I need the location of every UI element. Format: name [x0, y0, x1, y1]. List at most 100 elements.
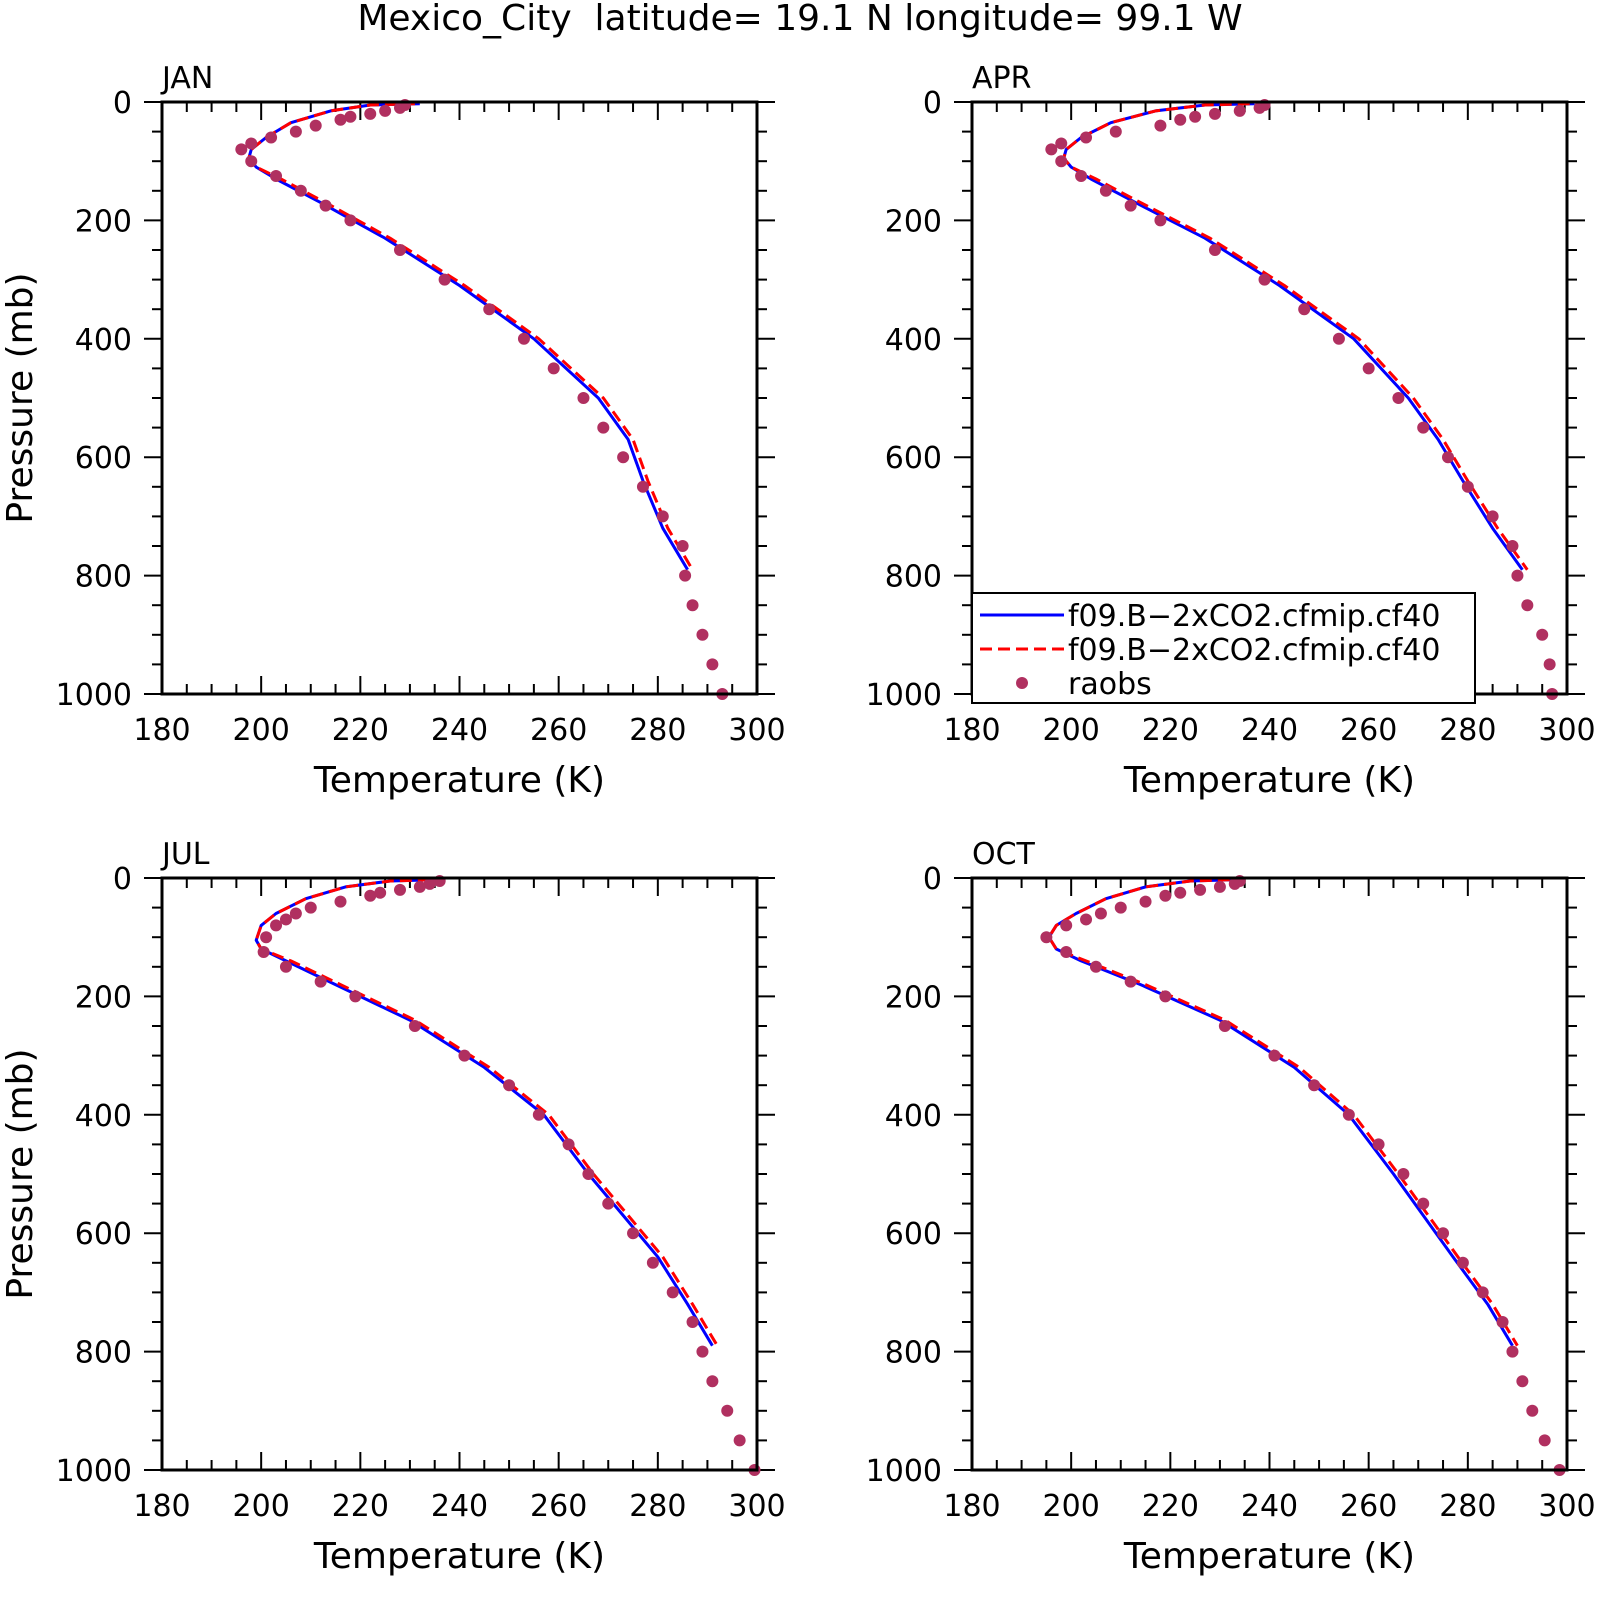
y-axis-label: Pressure (mb): [0, 1048, 41, 1299]
raobs-point: [1476, 1286, 1489, 1299]
raobs-point: [1124, 199, 1137, 212]
raobs-point: [577, 392, 590, 404]
plot-frame: [160, 876, 759, 1472]
x-tick-label: 240: [1241, 713, 1298, 748]
panel-label: JAN: [160, 61, 213, 96]
x-tick-label: 280: [629, 1489, 686, 1524]
raobs-point: [334, 895, 347, 908]
raobs-point: [1308, 1079, 1321, 1092]
raobs-point: [394, 244, 406, 256]
raobs-point: [1268, 1049, 1281, 1062]
raobs-point: [1114, 901, 1127, 914]
raobs-point: [270, 919, 283, 932]
raobs-point: [1213, 880, 1226, 893]
x-tick-label: 280: [1439, 1489, 1496, 1524]
raobs-point: [1174, 886, 1187, 899]
raobs-points: [257, 874, 761, 1476]
raobs-point: [676, 540, 689, 552]
raobs-point: [289, 907, 302, 920]
raobs-point: [636, 480, 649, 493]
raobs-point: [334, 113, 347, 126]
panels: JAN 180 200 220 240 260 280 300 0 200 400 600 800 100…: [0, 61, 1596, 1577]
x-tick-label: 260: [530, 1489, 587, 1524]
raobs-point: [1521, 599, 1534, 612]
raobs-point: [1442, 451, 1454, 464]
raobs-point: [1506, 540, 1519, 552]
raobs-point: [1456, 1256, 1469, 1269]
x-tick-label: 300: [1538, 713, 1595, 748]
raobs-point: [1543, 658, 1556, 671]
raobs-point: [1538, 1434, 1551, 1447]
raobs-points: [235, 98, 729, 700]
raobs-point: [289, 125, 302, 138]
raobs-point: [1218, 1020, 1231, 1032]
figure-title: Mexico_City latitude= 19.1 N longitude= …: [357, 0, 1242, 39]
raobs-point: [733, 1434, 746, 1447]
raobs-point: [696, 1345, 709, 1358]
raobs-point: [344, 110, 357, 123]
model-line-solid: [1047, 878, 1514, 1347]
raobs-point: [646, 1256, 659, 1269]
y-tick-label: 600: [885, 441, 942, 476]
x-axis-label: Temperature (K): [313, 760, 605, 801]
raobs-point: [706, 658, 719, 671]
raobs-point: [1461, 480, 1474, 493]
legend-label: f09.B−2xCO2.cfmip.cf40: [1068, 599, 1440, 634]
y-tick-label: 800: [885, 560, 942, 595]
raobs-point: [379, 104, 392, 117]
raobs-point: [1089, 960, 1102, 973]
raobs-point: [1055, 137, 1068, 150]
panel-label: OCT: [972, 837, 1036, 872]
raobs-point: [423, 877, 436, 890]
raobs-point: [627, 1227, 640, 1240]
raobs-point: [1253, 101, 1266, 114]
raobs-point: [1486, 510, 1499, 523]
raobs-point: [1194, 883, 1207, 896]
raobs-point: [1045, 143, 1058, 156]
raobs-point: [1080, 131, 1093, 144]
x-axis-label: Temperature (K): [1123, 760, 1415, 801]
raobs-point: [547, 362, 560, 375]
raobs-point: [1417, 1197, 1430, 1210]
raobs-point: [1417, 421, 1430, 434]
y-tick-label: 800: [75, 560, 132, 595]
panel-label: JUL: [160, 837, 210, 872]
raobs-point: [270, 170, 283, 182]
raobs-point: [686, 1316, 699, 1328]
legend-label: raobs: [1068, 667, 1152, 702]
y-tick-label: 1000: [866, 1454, 942, 1489]
raobs-point: [314, 975, 327, 988]
raobs-point: [235, 143, 248, 156]
x-tick-label: 300: [728, 1489, 785, 1524]
model-line-dashed: [247, 102, 694, 571]
x-tick-label: 180: [133, 1489, 190, 1524]
model-line-dashed: [1062, 102, 1529, 571]
x-tick-label: 200: [233, 1489, 290, 1524]
x-tick-label: 200: [1043, 1489, 1100, 1524]
y-tick-label: 400: [885, 1099, 942, 1134]
y-tick-label: 400: [75, 1099, 132, 1134]
raobs-point: [1060, 946, 1073, 958]
raobs-point: [319, 199, 332, 212]
raobs-point: [1362, 362, 1375, 375]
raobs-point: [413, 880, 426, 893]
raobs-points: [1040, 874, 1566, 1476]
x-tick-label: 200: [1043, 713, 1100, 748]
x-tick-label: 220: [1142, 1489, 1199, 1524]
y-tick-label: 600: [75, 1217, 132, 1252]
raobs-point: [1208, 244, 1221, 256]
x-tick-label: 180: [943, 1489, 1000, 1524]
raobs-point: [1511, 569, 1524, 582]
raobs-point: [1075, 170, 1088, 182]
x-tick-label: 180: [133, 713, 190, 748]
raobs-point: [1080, 913, 1093, 926]
y-tick-label: 200: [885, 980, 942, 1015]
y-tick-label: 0: [923, 86, 942, 121]
raobs-point: [1159, 889, 1172, 902]
y-tick-label: 1000: [866, 678, 942, 713]
y-tick-label: 200: [75, 980, 132, 1015]
raobs-point: [1397, 1168, 1410, 1180]
x-tick-label: 180: [943, 713, 1000, 748]
raobs-point: [517, 332, 530, 345]
x-tick-label: 260: [1340, 713, 1397, 748]
